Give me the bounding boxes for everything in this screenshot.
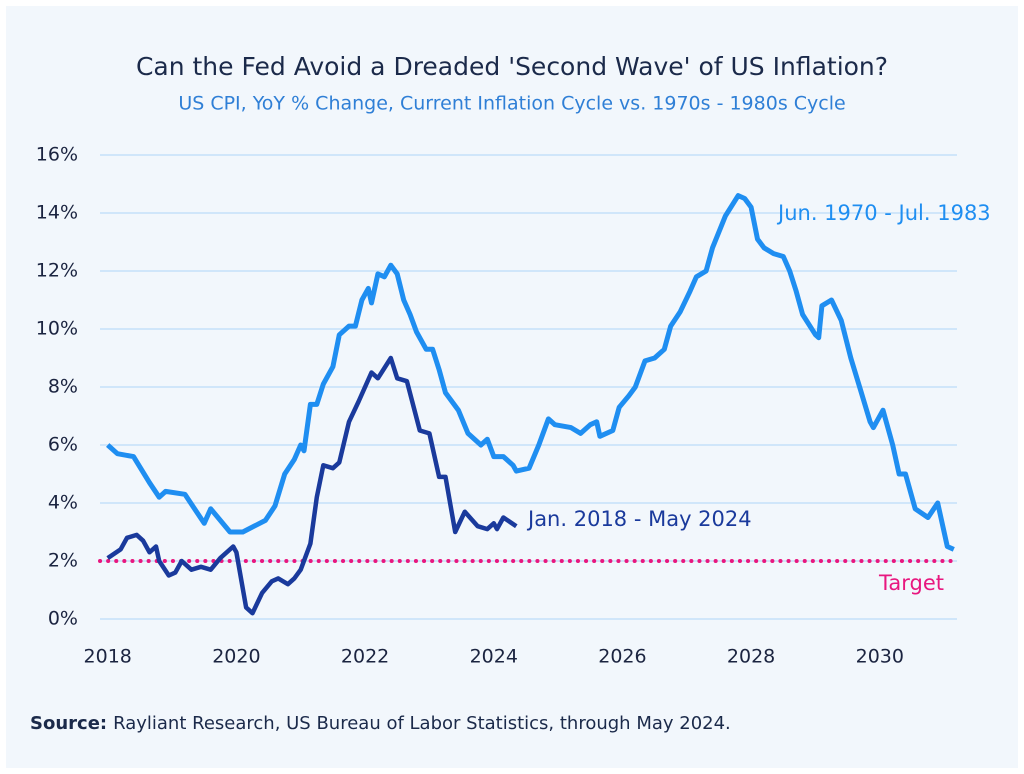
- y-tick-label: 16%: [36, 144, 78, 166]
- source-label: Source:: [30, 713, 107, 734]
- x-tick-label: 2018: [84, 646, 132, 668]
- series-line: [106, 355, 518, 616]
- x-tick-label: 2030: [856, 646, 904, 668]
- y-tick-label: 6%: [48, 434, 78, 456]
- y-tick-label: 4%: [48, 492, 78, 514]
- y-tick-label: 2%: [48, 550, 78, 572]
- x-tick-label: 2020: [212, 646, 260, 668]
- y-tick-label: 8%: [48, 376, 78, 398]
- x-tick-label: 2024: [470, 646, 518, 668]
- series-line: [106, 193, 955, 552]
- y-tick-label: 14%: [36, 202, 78, 224]
- x-tick-label: 2028: [727, 646, 775, 668]
- y-tick-label: 12%: [36, 260, 78, 282]
- chart-title: Can the Fed Avoid a Dreaded 'Second Wave…: [136, 52, 888, 81]
- x-tick-label: 2026: [598, 646, 646, 668]
- source-note: Source: Rayliant Research, US Bureau of L…: [30, 713, 731, 734]
- target-label: Target: [878, 571, 944, 595]
- series-label: Jun. 1970 - Jul. 1983: [776, 201, 991, 225]
- y-tick-label: 10%: [36, 318, 78, 340]
- source-text: Rayliant Research, US Bureau of Labor St…: [113, 713, 731, 734]
- x-tick-label: 2022: [341, 646, 389, 668]
- y-tick-label: 0%: [48, 608, 78, 630]
- series-label: Jan. 2018 - May 2024: [526, 507, 752, 531]
- chart-subtitle: US CPI, YoY % Change, Current Inflation …: [178, 93, 845, 115]
